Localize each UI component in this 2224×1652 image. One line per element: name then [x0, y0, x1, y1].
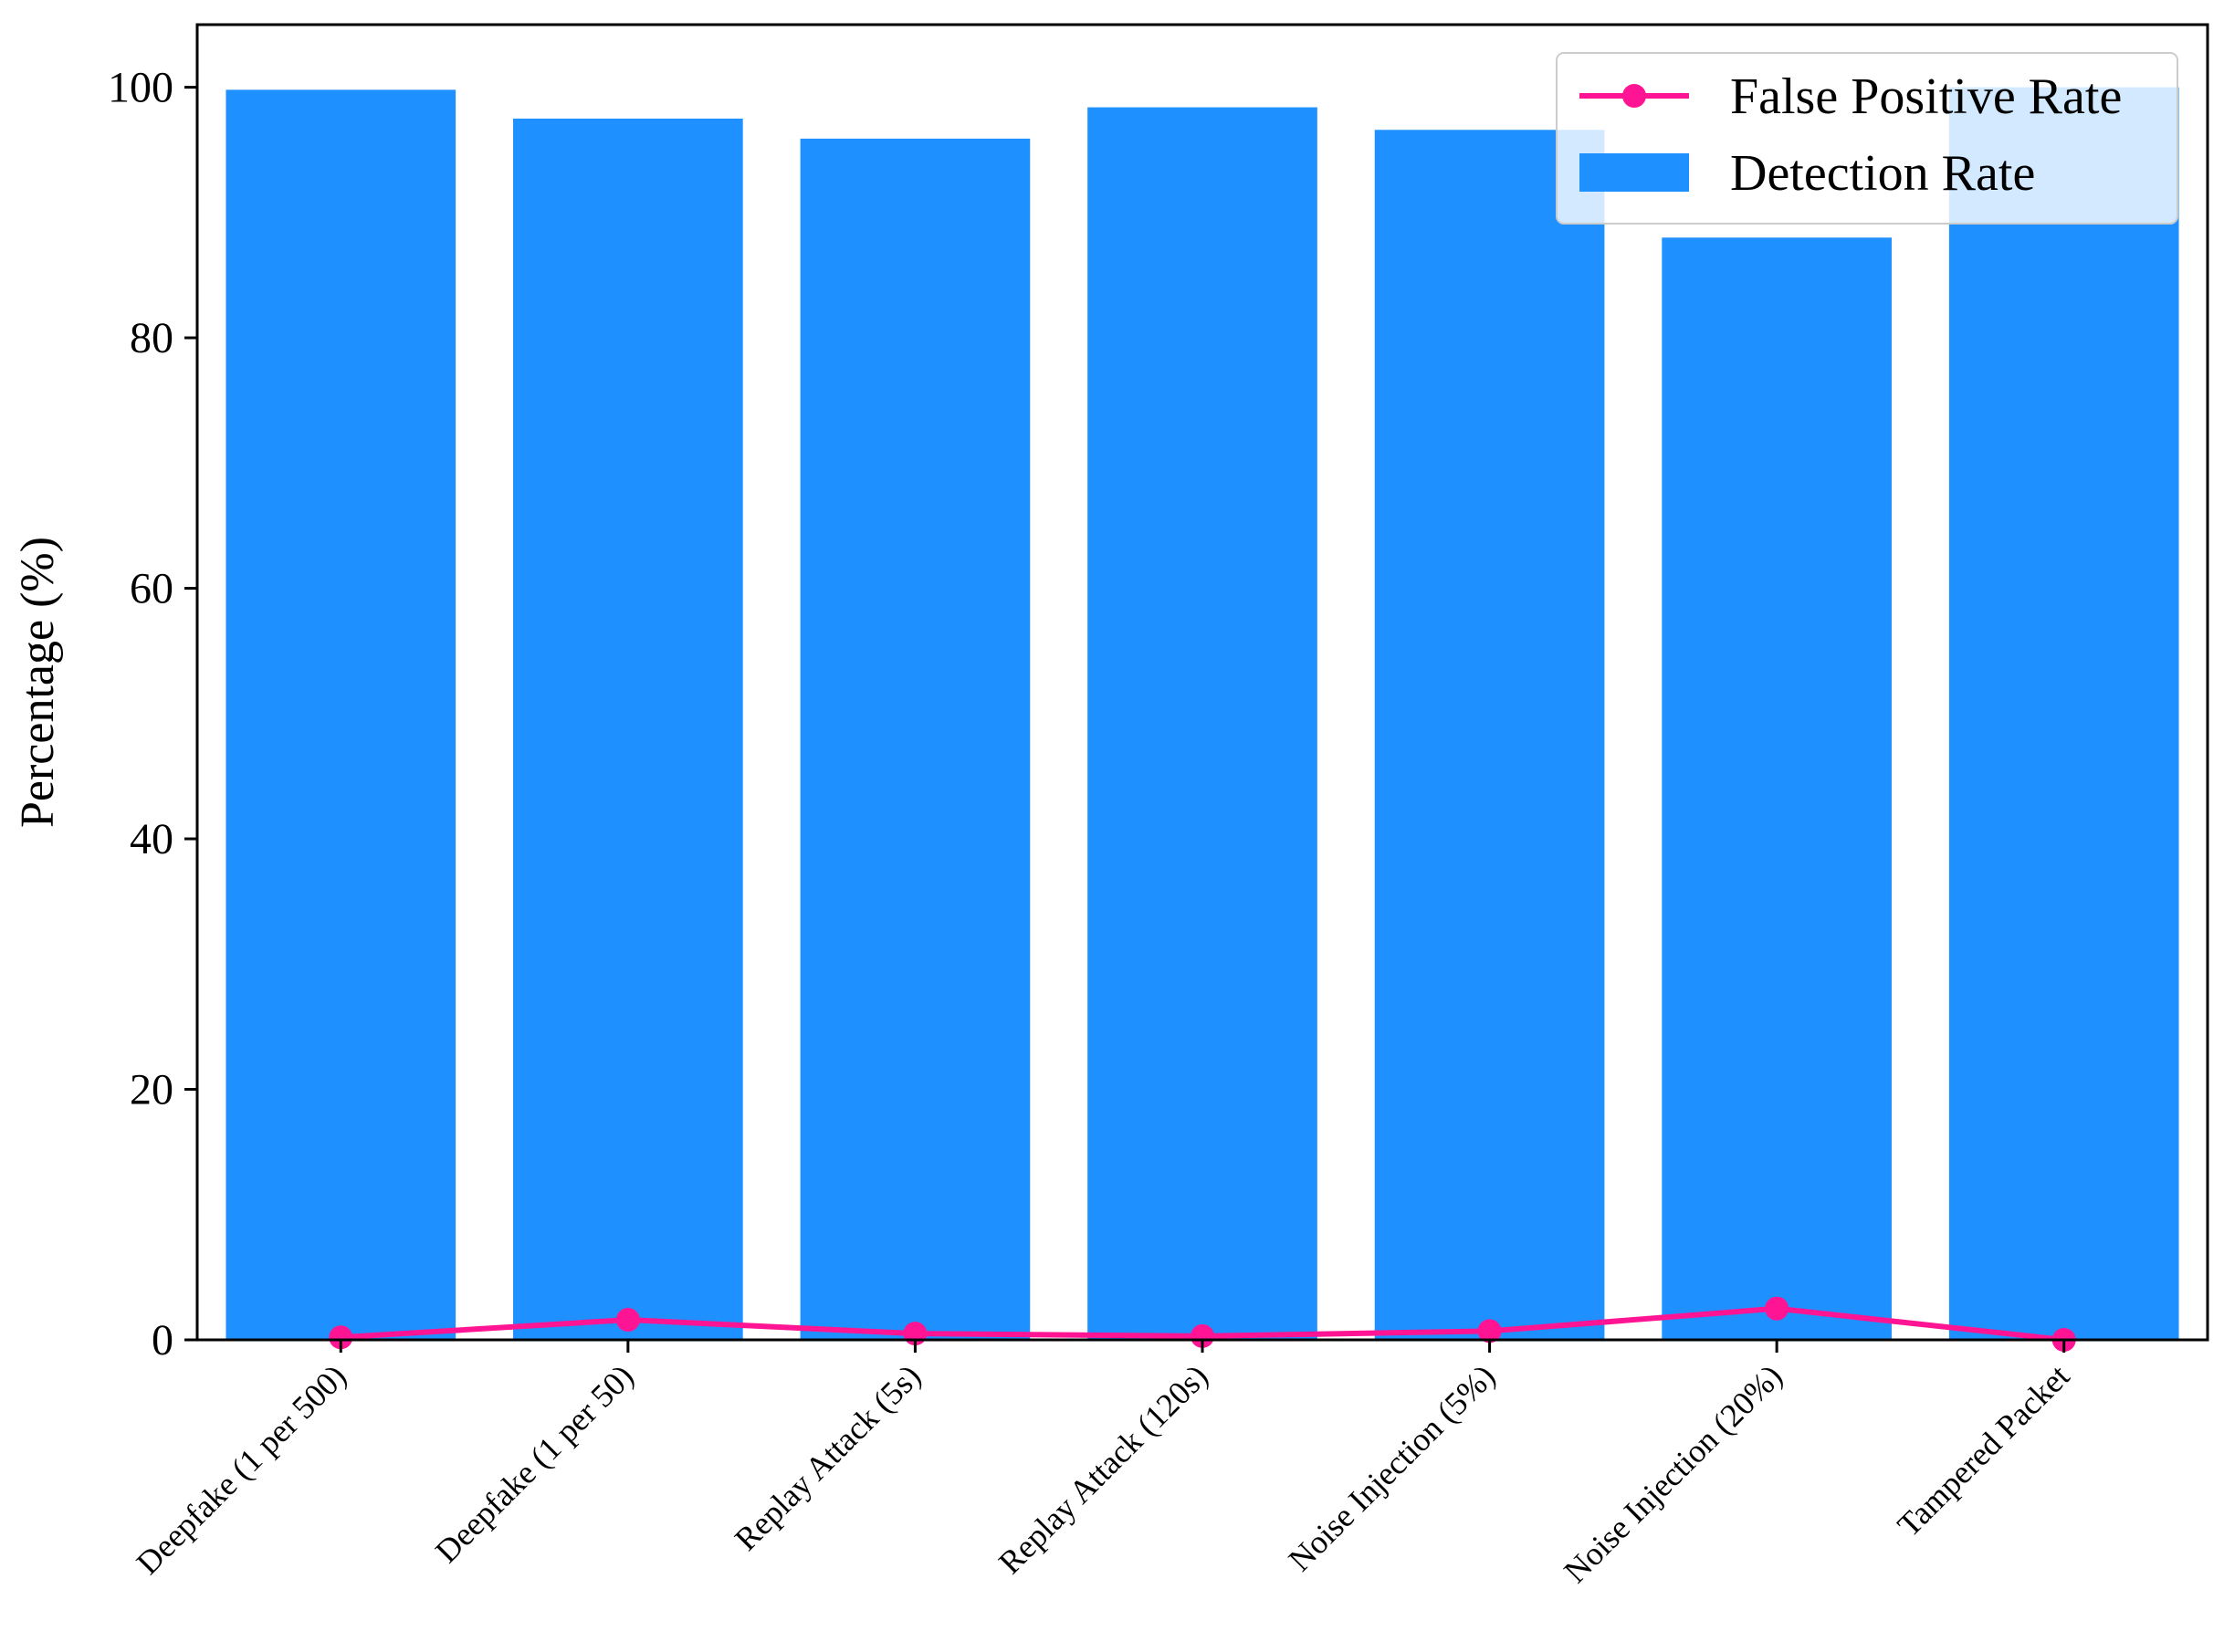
bar-detection-rate-4: [1374, 130, 1605, 1340]
y-tick-label: 100: [108, 64, 173, 112]
point-false-positive-rate-5: [1765, 1296, 1789, 1321]
x-tick-label: Deepfake (1 per 50): [428, 1357, 641, 1570]
y-tick-label: 60: [130, 565, 173, 613]
legend-swatch-false-positive-marker: [1622, 84, 1646, 108]
y-tick-label: 40: [130, 815, 173, 863]
x-tick-label: Tampered Packet: [1890, 1357, 2076, 1543]
y-axis-label: Percentage (%): [12, 537, 64, 828]
bar-detection-rate-2: [800, 138, 1031, 1340]
point-false-positive-rate-4: [1477, 1319, 1502, 1344]
legend-box: [1556, 52, 2178, 225]
bar-detection-rate-6: [1948, 87, 2179, 1341]
x-tick-label: Replay Attack (5s): [728, 1357, 928, 1557]
legend-label-false-positive-rate: False Positive Rate: [1730, 68, 2122, 125]
bar-detection-rate-5: [1662, 237, 1892, 1341]
y-axis-ticks: 0 20 40 60 80 100: [108, 64, 197, 1364]
bar-detection-rate-1: [513, 118, 743, 1340]
point-false-positive-rate-0: [329, 1325, 353, 1350]
legend-swatch-detection-rate: [1579, 153, 1689, 192]
legend-label-detection-rate: Detection Rate: [1730, 145, 2035, 202]
bar-detection-rate-3: [1087, 107, 1317, 1340]
y-tick-label: 20: [130, 1066, 173, 1114]
legend: False Positive Rate Detection Rate: [1556, 52, 2178, 225]
bars-layer: [226, 87, 2179, 1341]
x-tick-label: Deepfake (1 per 500): [130, 1357, 353, 1581]
point-false-positive-rate-1: [615, 1308, 640, 1333]
point-false-positive-rate-3: [1191, 1323, 1214, 1348]
bar-detection-rate-0: [226, 89, 456, 1341]
x-tick-label: Noise Injection (5%): [1281, 1357, 1502, 1578]
x-axis-ticks: Deepfake (1 per 500) Deepfake (1 per 50) R…: [130, 1340, 2076, 1590]
y-tick-label: 0: [152, 1316, 173, 1364]
x-tick-label: Replay Attack (120s): [991, 1357, 1215, 1581]
y-tick-label: 80: [130, 314, 173, 362]
x-tick-label: Noise Injection (20%): [1557, 1357, 1789, 1589]
